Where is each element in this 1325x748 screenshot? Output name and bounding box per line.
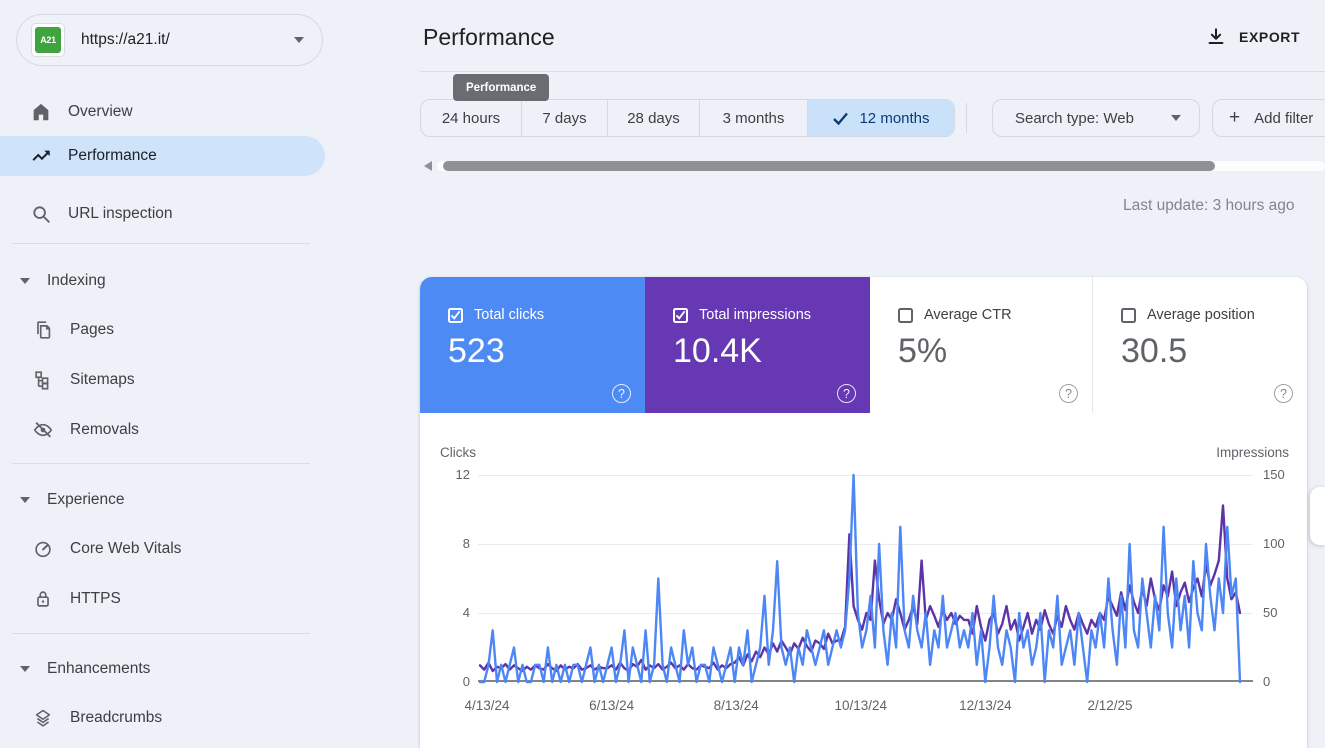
- x-axis-baseline: [478, 680, 1253, 682]
- section-experience[interactable]: Experience: [0, 487, 325, 513]
- tab-3-months[interactable]: 3 months: [699, 100, 807, 136]
- scrollbar-thumb[interactable]: [443, 161, 1215, 171]
- sidebar-item-core-web-vitals[interactable]: Core Web Vitals: [0, 529, 325, 569]
- checkbox-unchecked-icon[interactable]: [1121, 307, 1136, 323]
- scroll-left-arrow[interactable]: [424, 161, 432, 171]
- add-filter-button[interactable]: + Add filter: [1212, 99, 1325, 137]
- tab-24-hours[interactable]: 24 hours: [441, 109, 501, 127]
- x-axis-label: 8/13/24: [713, 698, 759, 713]
- last-update-text: Last update: 3 hours ago: [1123, 197, 1295, 214]
- right-axis-tick: 0: [1263, 674, 1271, 689]
- right-axis-title: Impressions: [1216, 445, 1289, 460]
- performance-chart: Clicks Impressions 12 8 4 0 150 100 50 0 4/13/…: [420, 440, 1307, 748]
- gridline: [478, 544, 1253, 545]
- help-icon[interactable]: ?: [1059, 384, 1078, 403]
- right-axis-tick: 150: [1263, 467, 1285, 482]
- section-enhancements[interactable]: Enhancements: [0, 656, 325, 682]
- right-axis-tick: 100: [1263, 536, 1285, 551]
- tab-12-months[interactable]: 12 months: [807, 100, 954, 136]
- toolbar-separator: [966, 103, 967, 133]
- gridline: [478, 475, 1253, 476]
- collapse-arrow-icon: [20, 278, 30, 284]
- page-title: Performance: [423, 24, 555, 50]
- search-type-dropdown[interactable]: Search type: Web: [992, 99, 1200, 137]
- left-axis-tick: 4: [462, 605, 470, 620]
- sidebar-item-url-inspection[interactable]: URL inspection: [0, 194, 325, 234]
- home-icon: [30, 101, 52, 123]
- sidebar-divider: [12, 243, 310, 244]
- metric-value: 5%: [898, 332, 948, 370]
- eye-off-icon: [32, 419, 54, 441]
- sidebar-item-sitemaps[interactable]: Sitemaps: [0, 360, 325, 400]
- sidebar-item-overview[interactable]: Overview: [0, 92, 325, 132]
- chevron-down-icon: [1171, 115, 1181, 121]
- collapse-arrow-icon: [20, 666, 30, 672]
- layers-icon: [32, 707, 54, 729]
- check-icon: [833, 112, 849, 125]
- metric-average-position[interactable]: Average position 30.5 ?: [1092, 277, 1307, 413]
- sidebar-item-performance[interactable]: Performance: [0, 136, 325, 176]
- left-axis-tick: 0: [462, 674, 470, 689]
- sidebar-divider: [12, 463, 310, 464]
- metric-total-impressions[interactable]: Total impressions 10.4K ?: [645, 277, 870, 413]
- property-url: https://a21.it/: [81, 31, 170, 48]
- x-axis-label: 4/13/24: [464, 698, 510, 713]
- left-axis-title: Clicks: [440, 445, 476, 460]
- plot-area: 12 8 4 0 150 100 50 0 4/13/24 6/13/24 8/13/24 10/…: [456, 467, 1285, 713]
- sidebar-divider: [12, 633, 310, 634]
- left-axis-tick: 12: [455, 467, 470, 482]
- plus-icon: +: [1229, 107, 1241, 128]
- date-range-tabs: 24 hours 7 days 28 days 3 months 12 mont…: [420, 99, 955, 137]
- chart-series-svg: [478, 473, 1242, 684]
- checkbox-checked-icon[interactable]: [673, 307, 688, 323]
- metric-total-clicks[interactable]: Total clicks 523 ?: [420, 277, 645, 413]
- collapse-arrow-icon: [20, 497, 30, 503]
- search-icon: [30, 203, 52, 225]
- download-icon: [1208, 28, 1224, 44]
- x-axis-label: 12/13/24: [959, 698, 1012, 713]
- help-icon[interactable]: ?: [837, 384, 856, 403]
- sidebar-item-https[interactable]: HTTPS: [0, 579, 325, 619]
- metric-value: 10.4K: [673, 332, 762, 370]
- sidebar-item-removals[interactable]: Removals: [0, 410, 325, 450]
- tab-7-days[interactable]: 7 days: [521, 100, 607, 136]
- metric-value: 523: [448, 332, 505, 370]
- header-divider: [420, 71, 1325, 72]
- export-button[interactable]: EXPORT: [1205, 26, 1300, 48]
- performance-card: Total clicks 523 ? Total impressions 10.…: [420, 277, 1307, 748]
- sidebar-item-breadcrumbs[interactable]: Breadcrumbs: [0, 698, 325, 738]
- lock-icon: [32, 588, 54, 610]
- checkbox-checked-icon[interactable]: [448, 307, 463, 323]
- sidebar: A21 https://a21.it/ Overview Performance…: [0, 0, 325, 748]
- section-indexing[interactable]: Indexing: [0, 268, 325, 294]
- sidebar-item-pages[interactable]: Pages: [0, 310, 325, 350]
- metric-band: Total clicks 523 ? Total impressions 10.…: [420, 277, 1307, 413]
- performance-tooltip: Performance: [453, 74, 550, 101]
- gauge-icon: [32, 538, 54, 560]
- chevron-down-icon: [294, 37, 304, 43]
- horizontal-scrollbar[interactable]: [437, 161, 1325, 171]
- side-panel-handle[interactable]: [1310, 487, 1325, 545]
- metric-value: 30.5: [1121, 332, 1188, 370]
- right-axis-tick: 50: [1263, 605, 1278, 620]
- pages-icon: [32, 319, 54, 341]
- trending-up-icon: [30, 145, 52, 167]
- help-icon[interactable]: ?: [1274, 384, 1293, 403]
- checkbox-unchecked-icon[interactable]: [898, 307, 913, 323]
- sitemap-icon: [32, 369, 54, 391]
- help-icon[interactable]: ?: [612, 384, 631, 403]
- metric-average-ctr[interactable]: Average CTR 5% ?: [870, 277, 1092, 413]
- property-selector[interactable]: A21 https://a21.it/: [16, 14, 323, 66]
- x-axis-label: 2/12/25: [1087, 698, 1133, 713]
- tab-28-days[interactable]: 28 days: [607, 100, 699, 136]
- property-favicon: A21: [31, 23, 65, 57]
- left-axis-tick: 8: [462, 536, 470, 551]
- x-axis-label: 6/13/24: [589, 698, 635, 713]
- clicks-line: [478, 473, 1242, 684]
- x-axis-label: 10/13/24: [834, 698, 888, 713]
